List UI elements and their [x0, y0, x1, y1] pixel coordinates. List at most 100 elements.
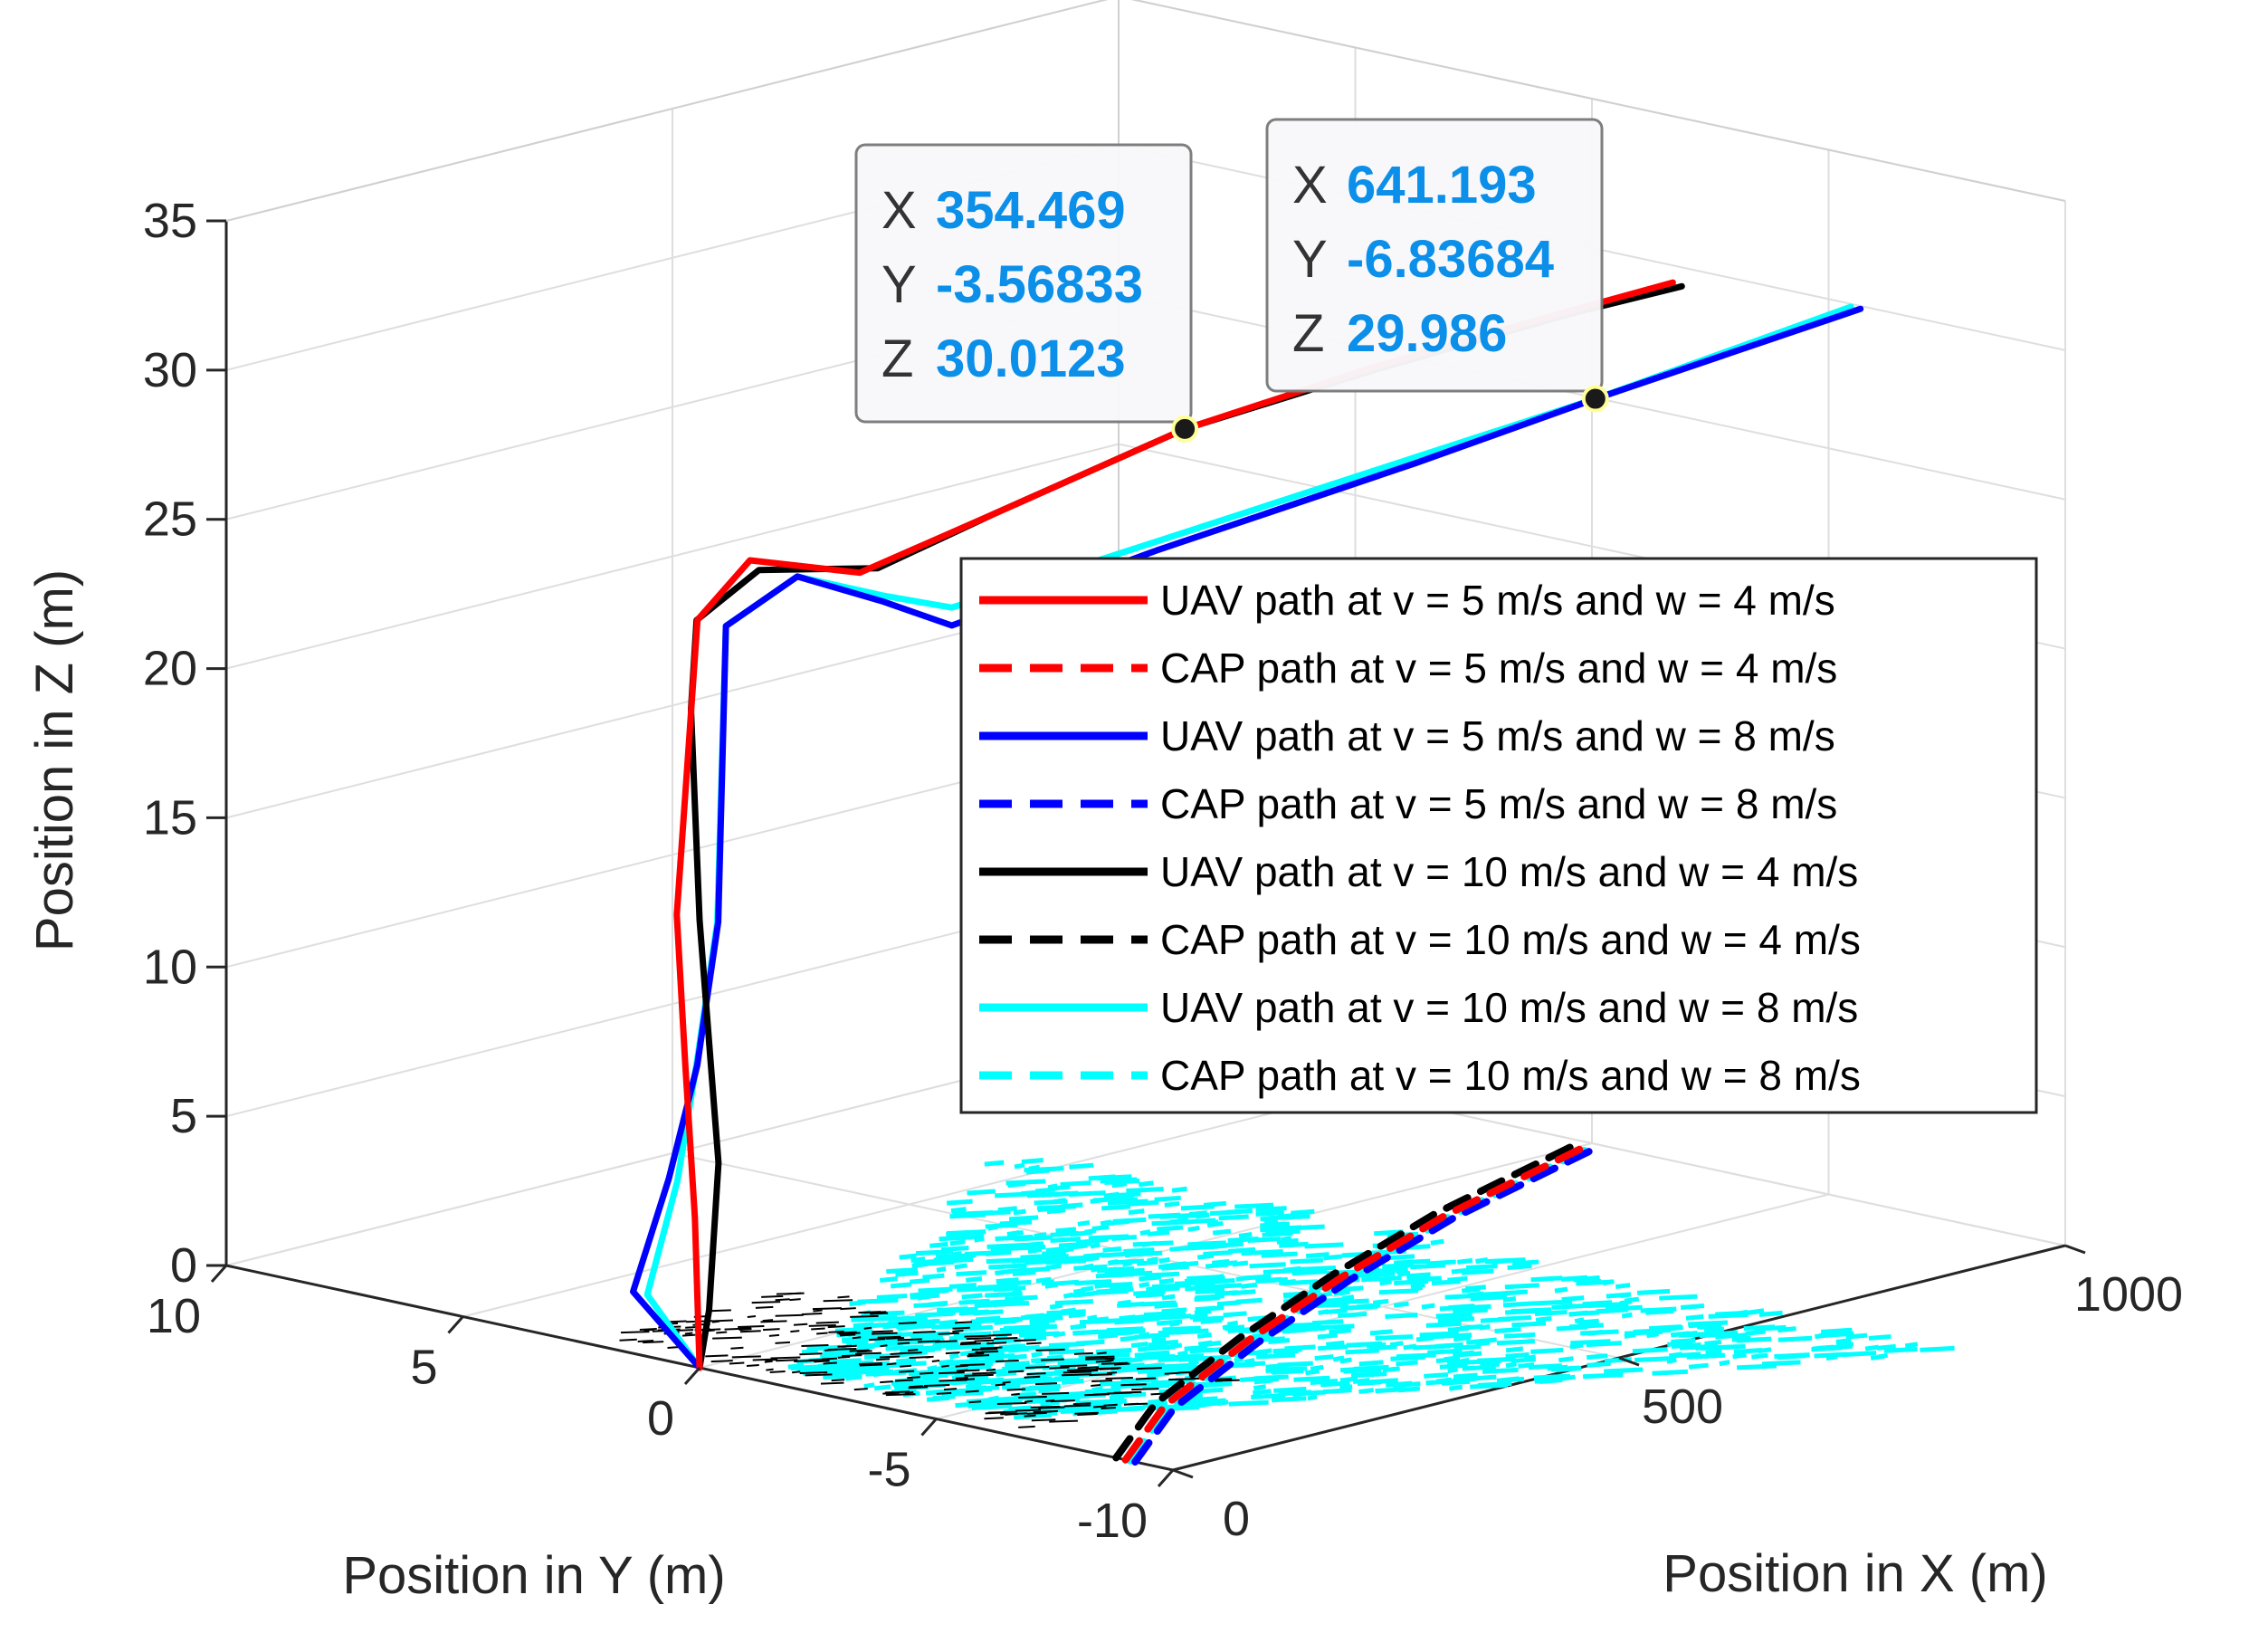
- scatter-mark: [1255, 1206, 1287, 1213]
- scatter-mark: [929, 1241, 948, 1248]
- datatip-marker-1: [1171, 415, 1199, 443]
- scatter-mark: [1127, 1250, 1163, 1257]
- scatter-mark: [1060, 1364, 1088, 1368]
- scatter-mark: [992, 1329, 1026, 1336]
- scatter-mark: [852, 1336, 862, 1340]
- scatter-mark: [872, 1330, 893, 1333]
- scatter-mark: [1139, 1229, 1151, 1237]
- scatter-mark: [1073, 1351, 1093, 1355]
- scatter-mark: [1271, 1396, 1307, 1403]
- scatter-mark: [790, 1330, 800, 1333]
- series-line-6: [1112, 1137, 1587, 1462]
- scatter-mark: [1501, 1376, 1520, 1383]
- scatter-mark: [941, 1364, 949, 1368]
- scatter-mark: [965, 1275, 983, 1283]
- datatip-value: 641.193: [1347, 156, 1537, 215]
- scatter-mark: [1282, 1279, 1319, 1286]
- scatter-mark: [1845, 1332, 1868, 1340]
- scatter-mark: [1491, 1257, 1510, 1265]
- scatter-mark: [1688, 1362, 1709, 1370]
- scatter-mark: [960, 1341, 977, 1344]
- scatter-mark: [1133, 1313, 1155, 1321]
- scatter-mark: [939, 1379, 967, 1382]
- scatter-mark: [1168, 1378, 1196, 1381]
- scatter-mark: [1099, 1367, 1120, 1370]
- scatter-mark: [1257, 1348, 1272, 1355]
- scatter-mark: [1054, 1375, 1075, 1382]
- scatter-mark: [886, 1267, 919, 1275]
- scatter-mark: [967, 1354, 990, 1358]
- scatter-mark: [1353, 1364, 1389, 1371]
- scatter-mark: [1068, 1312, 1086, 1319]
- scatter-mark: [1061, 1378, 1084, 1385]
- z-tick-label: 30: [143, 343, 197, 397]
- scatter-mark: [928, 1300, 948, 1307]
- scatter-mark: [1533, 1373, 1571, 1380]
- scatter-mark: [1369, 1329, 1393, 1336]
- scatter-mark: [1026, 1411, 1047, 1415]
- scatter-mark: [1184, 1276, 1206, 1284]
- scatter-mark: [1255, 1210, 1284, 1217]
- scatter-mark: [1304, 1242, 1344, 1249]
- series-lines: [630, 279, 1864, 1466]
- scatter-mark: [1024, 1335, 1047, 1342]
- scatter-mark: [1015, 1409, 1042, 1412]
- scatter-mark: [909, 1369, 939, 1376]
- scatter-mark: [1777, 1353, 1806, 1361]
- y-tick-label: -5: [867, 1443, 910, 1497]
- scatter-mark: [1502, 1295, 1517, 1303]
- scatter-mark: [902, 1345, 936, 1352]
- scatter-mark: [1325, 1340, 1345, 1347]
- scatter-mark: [1357, 1271, 1396, 1278]
- scatter-mark: [1038, 1406, 1065, 1409]
- scatter-mark: [1255, 1352, 1296, 1360]
- scatter-mark: [1735, 1332, 1748, 1339]
- scatter-mark: [995, 1235, 1034, 1241]
- scatter-mark: [1494, 1327, 1521, 1334]
- scatter-mark: [1253, 1384, 1266, 1391]
- scatter-mark: [1758, 1347, 1772, 1354]
- scatter-mark: [1737, 1363, 1777, 1370]
- scatter-mark: [1835, 1338, 1852, 1344]
- legend-label-4: CAP path at v = 5 m/s and w = 8 m/s: [1160, 780, 1837, 827]
- datatip-marker-2: [1581, 385, 1609, 413]
- scatter-mark: [922, 1273, 945, 1280]
- scatter-mark: [1295, 1265, 1337, 1272]
- scatter-mark: [875, 1358, 891, 1361]
- scatter-mark: [936, 1306, 968, 1313]
- scatter-mark: [1085, 1355, 1115, 1359]
- scatter-mark: [1260, 1221, 1290, 1228]
- scatter-mark: [958, 1309, 989, 1316]
- scatter-mark: [1228, 1361, 1266, 1368]
- scatter-mark: [1072, 1329, 1113, 1336]
- scatter-mark: [1164, 1371, 1179, 1375]
- scatter-mark: [1053, 1279, 1080, 1286]
- scatter-mark: [972, 1371, 996, 1375]
- scatter-mark: [837, 1295, 850, 1299]
- scatter-mark: [899, 1381, 935, 1389]
- scatter-mark: [1103, 1405, 1120, 1412]
- scatter-mark: [967, 1385, 1000, 1392]
- scatter-mark: [775, 1341, 791, 1344]
- scatter-mark: [1159, 1212, 1196, 1219]
- scatter-mark: [1053, 1198, 1066, 1205]
- scatter-mark: [1293, 1375, 1330, 1382]
- datatip-key: Z: [1292, 304, 1324, 363]
- scatter-mark: [1063, 1404, 1091, 1408]
- scatter-mark: [967, 1189, 996, 1196]
- grid-line-floor-y: [462, 1091, 1356, 1318]
- scatter-mark: [1058, 1241, 1091, 1248]
- scatter-mark: [965, 1389, 979, 1393]
- scatter-mark: [705, 1354, 729, 1358]
- scatter-mark: [1511, 1321, 1547, 1328]
- tick-labels: 0 5 10 15 20 25 30 35 10 5 0 -5 -10 0 500 1000: [143, 194, 2183, 1548]
- scatter-mark: [1431, 1332, 1472, 1340]
- scatter-mark: [1453, 1334, 1472, 1342]
- scatter-mark: [1123, 1247, 1155, 1255]
- scatter-mark: [1406, 1272, 1431, 1279]
- scatter-mark: [895, 1270, 919, 1277]
- scatter-mark: [1023, 1266, 1051, 1274]
- scatter-mark: [974, 1302, 1000, 1309]
- scatter-mark: [1261, 1251, 1298, 1258]
- grid-line-floor-y: [936, 1193, 1829, 1420]
